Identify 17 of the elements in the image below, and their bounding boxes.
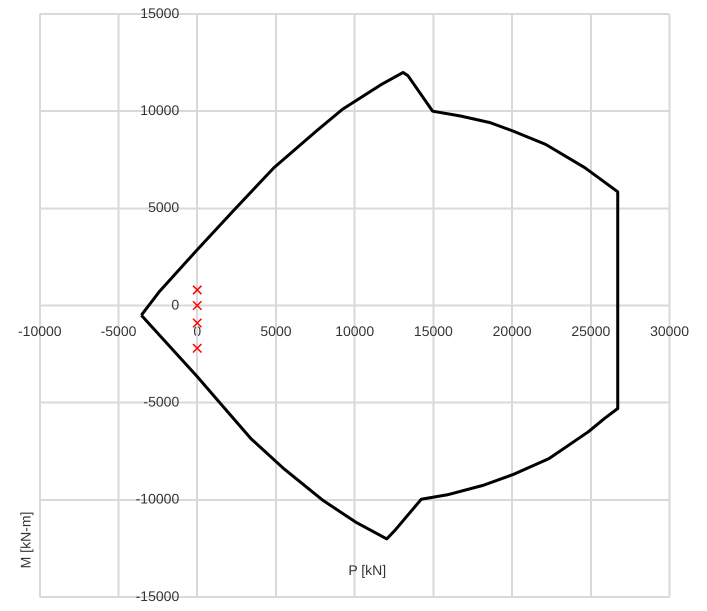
y-axis-title: M [kN-m] <box>18 512 34 568</box>
x-tick-label: 30000 <box>650 322 690 339</box>
y-tick-label: 10000 <box>140 102 180 118</box>
y-tick-label: -10000 <box>136 490 180 507</box>
y-tick-label: -5000 <box>143 394 180 410</box>
x-tick-label: 5000 <box>260 322 292 339</box>
y-tick-label: 0 <box>171 296 180 312</box>
x-tick-label: 10000 <box>335 322 374 339</box>
y-tick-label: 5000 <box>148 199 180 216</box>
x-tick-label: -10000 <box>18 322 62 339</box>
x-tick-label: 15000 <box>414 322 454 339</box>
x-tick-label: -5000 <box>100 322 137 339</box>
y-tick-label: 15000 <box>140 4 180 21</box>
x-axis-title: P [kN] <box>348 562 386 578</box>
x-tick-label: 25000 <box>571 322 610 339</box>
x-tick-label: 20000 <box>492 322 532 339</box>
y-tick-label: -15000 <box>136 588 180 604</box>
